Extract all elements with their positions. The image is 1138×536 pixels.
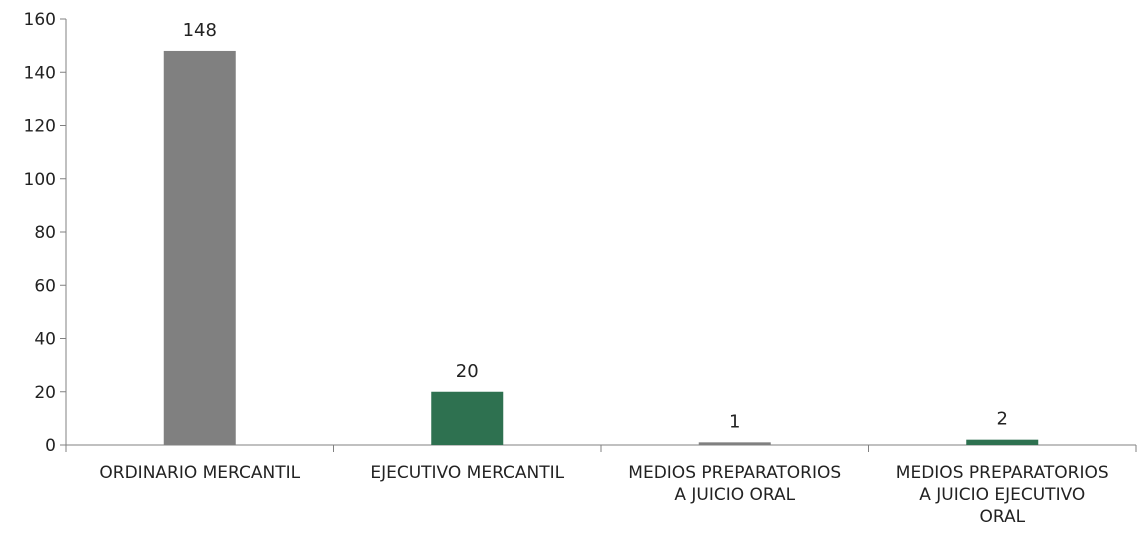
y-axis: 0 20 40 60 80 100 120 140 160 [24,10,67,456]
data-label-4: 2 [997,409,1008,430]
category-label-2: EJECUTIVO MERCANTIL [370,463,564,483]
bars [163,50,1039,445]
category-label-line: MEDIOS PREPARATORIOS [896,463,1109,483]
data-label-1: 148 [183,20,217,41]
category-label-line: ORDINARIO MERCANTIL [99,463,300,483]
y-tick-label: 120 [24,117,56,137]
category-label-1: ORDINARIO MERCANTIL [99,463,300,483]
category-label-line: A JUICIO EJECUTIVO [919,485,1085,505]
category-label-line: EJECUTIVO MERCANTIL [370,463,564,483]
category-label-line: ORAL [979,507,1025,527]
category-labels: ORDINARIO MERCANTIL EJECUTIVO MERCANTIL ME… [99,463,1108,527]
bar-4 [966,439,1039,445]
y-tick-label: 40 [34,330,56,350]
bar-3 [698,442,771,445]
category-label-3: MEDIOS PREPARATORIOS A JUICIO ORAL [628,463,841,505]
y-tick-label: 140 [24,63,56,83]
y-tick-label: 80 [34,223,56,243]
bar-2 [431,391,504,445]
data-label-2: 20 [456,361,479,382]
y-tick-label: 20 [34,383,56,403]
category-label-line: MEDIOS PREPARATORIOS [628,463,841,483]
y-tick-label: 160 [24,10,56,30]
data-labels: 148 20 1 2 [183,20,1008,432]
x-axis [65,444,1137,452]
y-tick-label: 100 [24,170,56,190]
category-label-line: A JUICIO ORAL [674,485,795,505]
bar-1 [163,50,236,445]
data-label-3: 1 [729,411,740,432]
y-tick-label: 0 [45,436,56,456]
y-tick-label: 60 [34,276,56,296]
category-label-4: MEDIOS PREPARATORIOS A JUICIO EJECUTIVO OR… [896,463,1109,527]
